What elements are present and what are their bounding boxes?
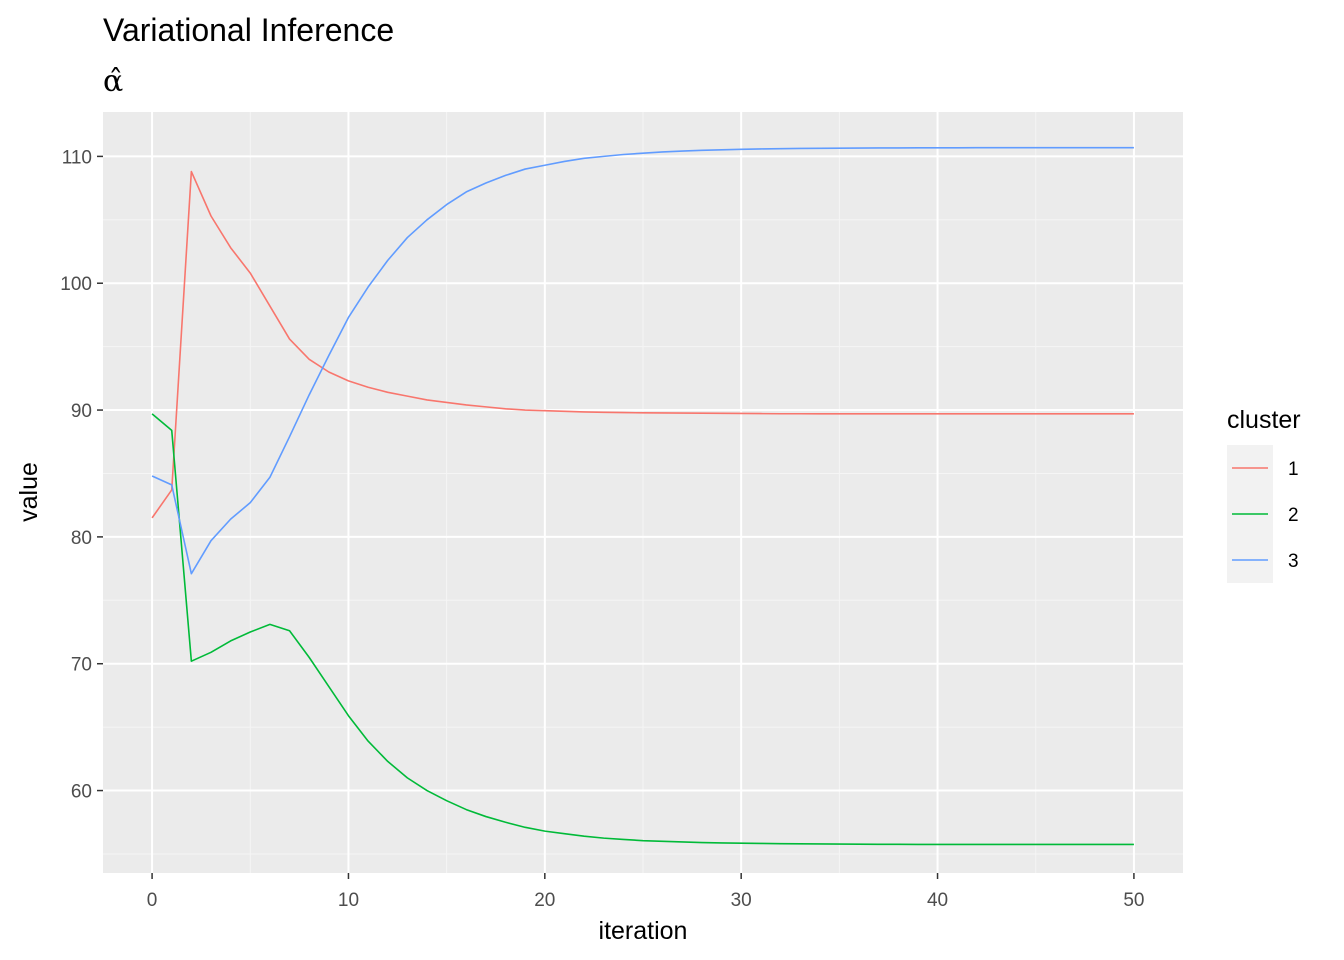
x-tick-label: 0 [147, 890, 158, 911]
y-tick-label: 70 [71, 655, 92, 676]
legend-label-cluster-2: 2 [1288, 505, 1299, 526]
x-tick-label: 20 [534, 890, 555, 911]
legend: cluster 1 2 3 [1227, 406, 1301, 583]
y-tick-label: 100 [60, 274, 92, 295]
x-tick-label: 50 [1123, 890, 1144, 911]
x-tick-label: 30 [731, 890, 752, 911]
y-axis: 60 70 80 90 100 110 [60, 147, 103, 803]
series-lines [151, 146, 1134, 846]
y-tick-label: 80 [71, 528, 92, 549]
y-tick-label: 60 [71, 782, 92, 803]
series-line-cluster-1 [151, 170, 1134, 519]
chart-title: Variational Inference [103, 12, 394, 48]
legend-label-cluster-3: 3 [1288, 551, 1299, 572]
series-line-cluster-3 [151, 146, 1134, 575]
major-gridlines [103, 112, 1183, 873]
y-tick-label: 110 [62, 147, 92, 168]
y-tick-label: 90 [71, 401, 92, 422]
legend-title: cluster [1227, 406, 1301, 434]
y-axis-title: value [15, 462, 43, 522]
x-tick-label: 40 [927, 890, 948, 911]
x-tick-label: 10 [338, 890, 359, 911]
chart-subtitle: α̂ [103, 64, 123, 99]
legend-keys: 1 2 3 [1227, 445, 1299, 583]
legend-label-cluster-1: 1 [1288, 459, 1299, 480]
series-line-cluster-2 [151, 413, 1134, 846]
x-axis-title: iteration [599, 917, 688, 945]
x-axis: 0 10 20 30 40 50 [147, 873, 1144, 911]
minor-gridlines [103, 112, 1183, 873]
